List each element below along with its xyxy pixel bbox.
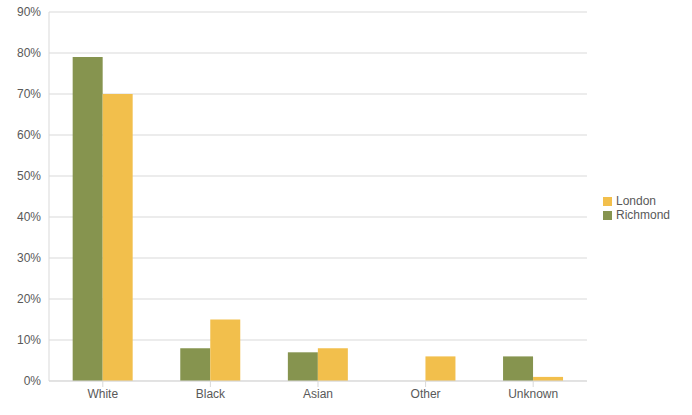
svg-text:20%: 20% [17,292,41,306]
html-text:Richmond: Richmond [616,207,670,222]
svg-text:50%: 50% [17,169,41,183]
svg-text:70%: 70% [17,87,41,101]
svg-text:Black: Black [196,387,226,401]
svg-text:Other: Other [411,387,441,401]
svg-text:0%: 0% [24,374,42,388]
svg-text:40%: 40% [17,210,41,224]
svg-text:80%: 80% [17,46,41,60]
svg-text:Unknown: Unknown [508,387,558,401]
svg-text:Asian: Asian [303,387,333,401]
html-text:London: London [616,193,656,208]
svg-text:White: White [87,387,118,401]
svg-text:30%: 30% [17,251,41,265]
svg-text:90%: 90% [17,5,41,19]
svg-text:60%: 60% [17,128,41,142]
svg-text:10%: 10% [17,333,41,347]
